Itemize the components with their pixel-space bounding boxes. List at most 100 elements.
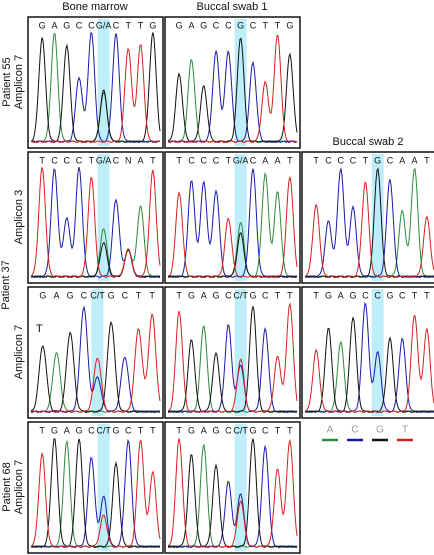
base-call: N bbox=[125, 155, 132, 165]
base-call: T bbox=[424, 155, 430, 165]
base-call: T bbox=[89, 155, 95, 165]
panel-frame bbox=[27, 421, 164, 554]
panel-frame bbox=[301, 151, 434, 284]
legend-label: A bbox=[327, 425, 334, 436]
base-call: C bbox=[262, 290, 269, 300]
trace bbox=[304, 167, 434, 279]
highlight-band bbox=[234, 289, 247, 416]
base-call: C bbox=[374, 290, 381, 300]
base-call: G/A bbox=[233, 155, 249, 165]
base-call: T bbox=[287, 425, 293, 435]
base-call: T bbox=[126, 20, 132, 30]
base-call: C bbox=[81, 290, 88, 300]
highlight-band bbox=[234, 154, 247, 281]
base-call: T bbox=[275, 425, 281, 435]
base-call: C/T bbox=[90, 290, 105, 300]
legend-label: G bbox=[376, 425, 384, 436]
base-call: C/T bbox=[233, 425, 248, 435]
base-call: C bbox=[201, 155, 208, 165]
trace bbox=[167, 175, 298, 279]
base-call: A bbox=[412, 155, 418, 165]
base-call: C bbox=[262, 425, 269, 435]
base-call: C bbox=[362, 290, 369, 300]
trace bbox=[305, 317, 434, 413]
base-call: A bbox=[275, 155, 281, 165]
base-call: C bbox=[64, 155, 71, 165]
base-call: G bbox=[188, 425, 195, 435]
row-label: Amplicon 3 bbox=[13, 190, 25, 244]
base-call: G bbox=[51, 425, 58, 435]
trace bbox=[30, 32, 161, 144]
base-call: T bbox=[287, 290, 293, 300]
base-call: C bbox=[188, 155, 195, 165]
base-call: A bbox=[53, 290, 59, 300]
base-call: A bbox=[338, 290, 344, 300]
trace bbox=[167, 34, 298, 143]
base-call: A bbox=[51, 20, 57, 30]
base-call: T bbox=[412, 290, 418, 300]
base-call: C bbox=[213, 20, 220, 30]
highlight-band bbox=[234, 19, 247, 146]
base-call: T bbox=[138, 425, 144, 435]
base-call: G bbox=[286, 20, 293, 30]
panel-frame bbox=[164, 286, 301, 419]
base-call: G bbox=[39, 290, 46, 300]
base-call: C bbox=[338, 155, 345, 165]
row-label: Patient 55 bbox=[1, 57, 13, 107]
base-call: G bbox=[67, 290, 74, 300]
panel-frame bbox=[164, 151, 301, 284]
row-label: Patient 37 bbox=[0, 260, 12, 310]
base-call: T bbox=[150, 155, 156, 165]
base-call: T bbox=[226, 155, 232, 165]
base-call: T bbox=[176, 155, 182, 165]
legend-label: C bbox=[351, 425, 358, 436]
column-header: Buccal swab 2 bbox=[333, 136, 404, 148]
base-call: T bbox=[150, 425, 156, 435]
base-call: C/T bbox=[96, 425, 111, 435]
base-call: A bbox=[188, 20, 194, 30]
trace bbox=[167, 323, 298, 414]
column-header: Buccal swab 1 bbox=[197, 1, 268, 13]
base-call: T bbox=[176, 290, 182, 300]
base-call: G bbox=[213, 425, 220, 435]
trace bbox=[304, 301, 434, 413]
base-call: T bbox=[39, 155, 45, 165]
highlight-band bbox=[91, 289, 104, 416]
base-call: C bbox=[325, 155, 332, 165]
base-call: G bbox=[374, 155, 381, 165]
base-call: C bbox=[76, 20, 83, 30]
trace bbox=[167, 306, 298, 413]
base-call: G bbox=[213, 290, 220, 300]
base-call: T bbox=[313, 290, 319, 300]
column-header: Bone marrow bbox=[62, 1, 127, 13]
base-call: T bbox=[149, 290, 155, 300]
trace bbox=[30, 167, 161, 278]
base-call: C bbox=[113, 20, 120, 30]
base-call: G/A bbox=[96, 20, 112, 30]
legend-label: T bbox=[402, 425, 408, 436]
base-call: G bbox=[112, 425, 119, 435]
row-label: Amplicon 7 bbox=[13, 325, 25, 379]
trace bbox=[30, 312, 161, 413]
base-call: T bbox=[176, 425, 182, 435]
highlight-band bbox=[97, 19, 110, 146]
base-call: T bbox=[275, 290, 281, 300]
highlight-band bbox=[97, 154, 110, 281]
trace bbox=[304, 167, 434, 278]
trace bbox=[30, 438, 161, 549]
base-call: G bbox=[149, 20, 156, 30]
annotation: T bbox=[36, 323, 43, 335]
trace bbox=[30, 44, 161, 143]
base-call: A bbox=[64, 425, 70, 435]
base-call: T bbox=[138, 20, 144, 30]
row-label: Amplicon 7 bbox=[13, 55, 25, 109]
highlight-band bbox=[97, 424, 110, 551]
base-call: C/T bbox=[233, 290, 248, 300]
base-call: G bbox=[200, 20, 207, 30]
base-call: G/A bbox=[96, 155, 112, 165]
base-call: G bbox=[249, 290, 256, 300]
highlight-band bbox=[234, 424, 247, 551]
base-call: C bbox=[113, 155, 120, 165]
trace bbox=[30, 320, 161, 414]
